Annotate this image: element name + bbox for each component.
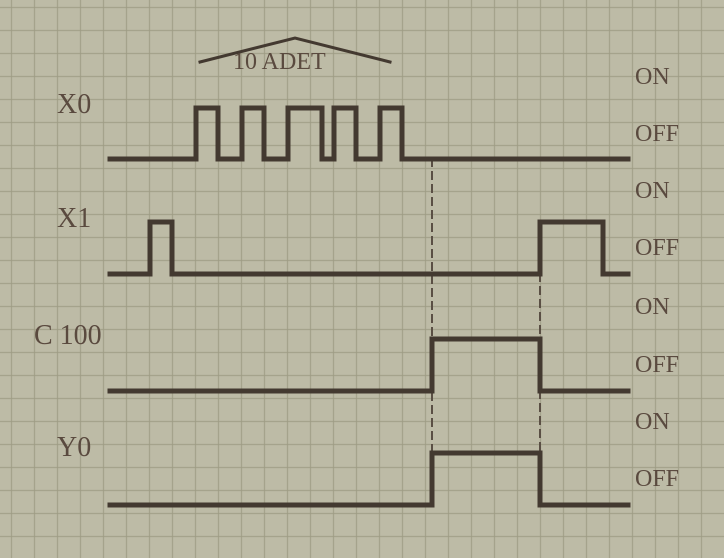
x1-off-label: OFF (635, 235, 679, 262)
x1-on-label: ON (635, 178, 670, 205)
signal-x0-label: X0 (57, 89, 91, 121)
signal-y0-label: Y0 (57, 432, 91, 464)
pulse-count-label: 10 ADET (233, 49, 326, 76)
c100-on-label: ON (635, 294, 670, 321)
y0-on-label: ON (635, 409, 670, 436)
signal-x1-label: X1 (57, 203, 91, 235)
c100-off-label: OFF (635, 352, 679, 379)
x0-off-label: OFF (635, 121, 679, 148)
y0-off-label: OFF (635, 466, 679, 493)
timing-diagram (0, 0, 724, 558)
signal-c100-label: C 100 (34, 320, 102, 352)
x0-on-label: ON (635, 64, 670, 91)
